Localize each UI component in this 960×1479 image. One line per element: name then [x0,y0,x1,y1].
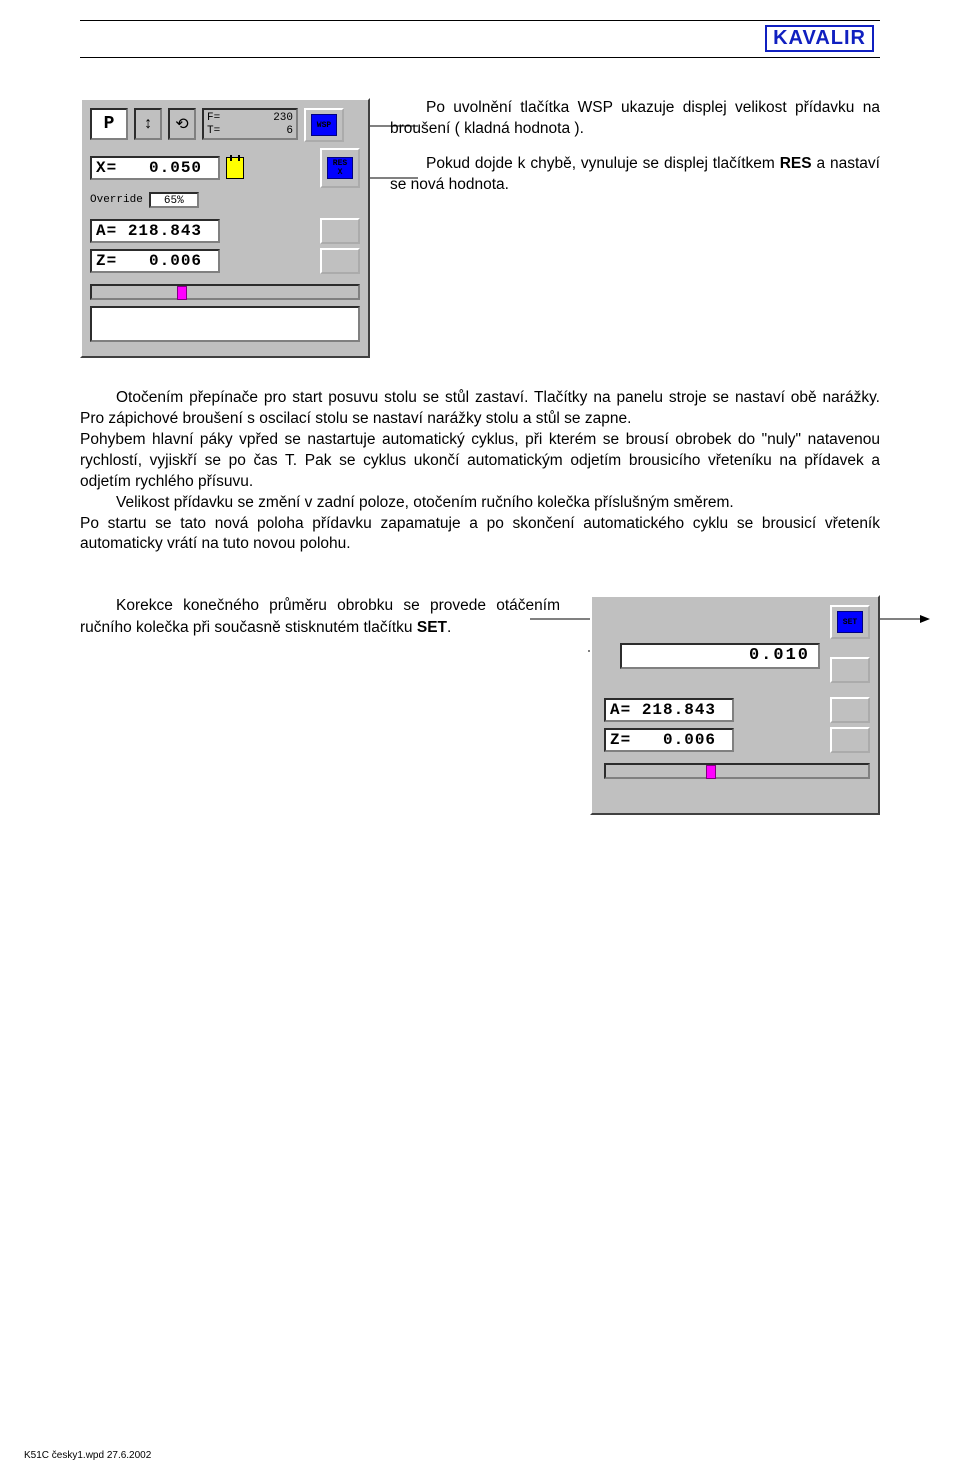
t-label: T= [207,125,220,137]
wsp-button[interactable]: WSP [304,108,344,142]
row-bottom: Korekce konečného průměru obrobku se pro… [80,595,880,815]
z-field: Z= 0.006 [90,249,220,273]
text-set-bold: SET [417,619,447,636]
para-res: Pokud dojde k chybě, vynuluje se displej… [390,154,880,196]
para-wsp: Po uvolnění tlačítka WSP ukazuje displej… [390,98,880,140]
override-label: Override [90,194,143,206]
res-x-button[interactable]: RES X [320,148,360,188]
x-value: 0.050 [149,159,202,177]
main-paragraph-block: Otočením přepínače pro start posuvu stol… [80,388,880,555]
main-para-3: Velikost přídavku se změní v zadní poloz… [80,493,880,514]
text-set-a: Korekce konečného průměru obrobku se pro… [80,597,560,636]
machine-panel-2: SET 0.010 A= 218.843 Z= 0. [590,595,880,815]
cycle-icon: ⟲ [168,108,196,140]
slider-1-thumb[interactable] [177,286,187,300]
text-set-c: . [447,619,451,636]
logo: KAVALIR [765,25,874,52]
main-para-1: Otočením přepínače pro start posuvu stol… [80,388,880,430]
text-set: Korekce konečného průměru obrobku se pro… [80,595,560,638]
blank-button-4[interactable] [830,697,870,723]
x-field: X= 0.050 [90,156,220,180]
res-button-l2: X [338,168,343,177]
x-label: X= [96,159,117,177]
a-value: 218.843 [128,222,202,240]
z-label: Z= [96,252,117,270]
blank-button-1[interactable] [320,218,360,244]
blank-button-2[interactable] [320,248,360,274]
blank-button-5[interactable] [830,727,870,753]
wsp-button-label: WSP [311,114,337,136]
slider-1[interactable] [90,284,360,300]
para-res-a: Pokud dojde k chybě, vynuluje se displej… [426,155,780,172]
correction-value: 0.010 [620,643,820,669]
f-value: 230 [273,112,293,124]
slider-2-thumb[interactable] [706,765,716,779]
a-value-2: 218.843 [642,701,716,719]
a-field-2: A= 218.843 [604,698,734,722]
res-button-l1: RES [333,159,347,168]
set-button[interactable]: SET [830,605,870,639]
f-label: F= [207,112,220,124]
main-para-2: Pohybem hlavní páky vpřed se nastartuje … [80,430,880,493]
slider-2[interactable] [604,763,870,779]
para-res-bold: RES [780,155,812,172]
text-column-1: Po uvolnění tlačítka WSP ukazuje displej… [390,98,880,196]
machine-panel-1: P ↕ ⟲ F= 230 T= 6 WSP X= 0.050 [80,98,370,358]
z-value: 0.006 [149,252,202,270]
ft-display: F= 230 T= 6 [202,108,298,140]
a-label-2: A= [610,701,631,719]
z-value-2: 0.006 [663,731,716,749]
blank-button-3[interactable] [830,657,870,683]
p-indicator: P [90,108,128,140]
set-button-label: SET [837,611,863,633]
main-para-4: Po startu se tato nová poloha přídavku z… [80,514,880,556]
header-rule: KAVALIR [80,20,880,58]
a-field: A= 218.843 [90,219,220,243]
z-field-2: Z= 0.006 [604,728,734,752]
row-top: P ↕ ⟲ F= 230 T= 6 WSP X= 0.050 [80,98,880,358]
footer-filename: K51C česky1.wpd 27.6.2002 [24,1450,151,1461]
updown-icon: ↕ [134,108,162,140]
t-value: 6 [286,125,293,137]
override-value: 65% [149,192,199,208]
yellow-marker-icon [226,157,244,179]
z-label-2: Z= [610,731,631,749]
message-box-1 [90,306,360,342]
a-label: A= [96,222,117,240]
